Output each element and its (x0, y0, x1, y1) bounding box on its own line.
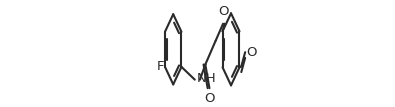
Text: NH: NH (197, 72, 216, 85)
Text: F: F (157, 60, 165, 73)
Text: O: O (218, 5, 229, 18)
Text: O: O (205, 92, 215, 105)
Text: O: O (246, 46, 257, 59)
